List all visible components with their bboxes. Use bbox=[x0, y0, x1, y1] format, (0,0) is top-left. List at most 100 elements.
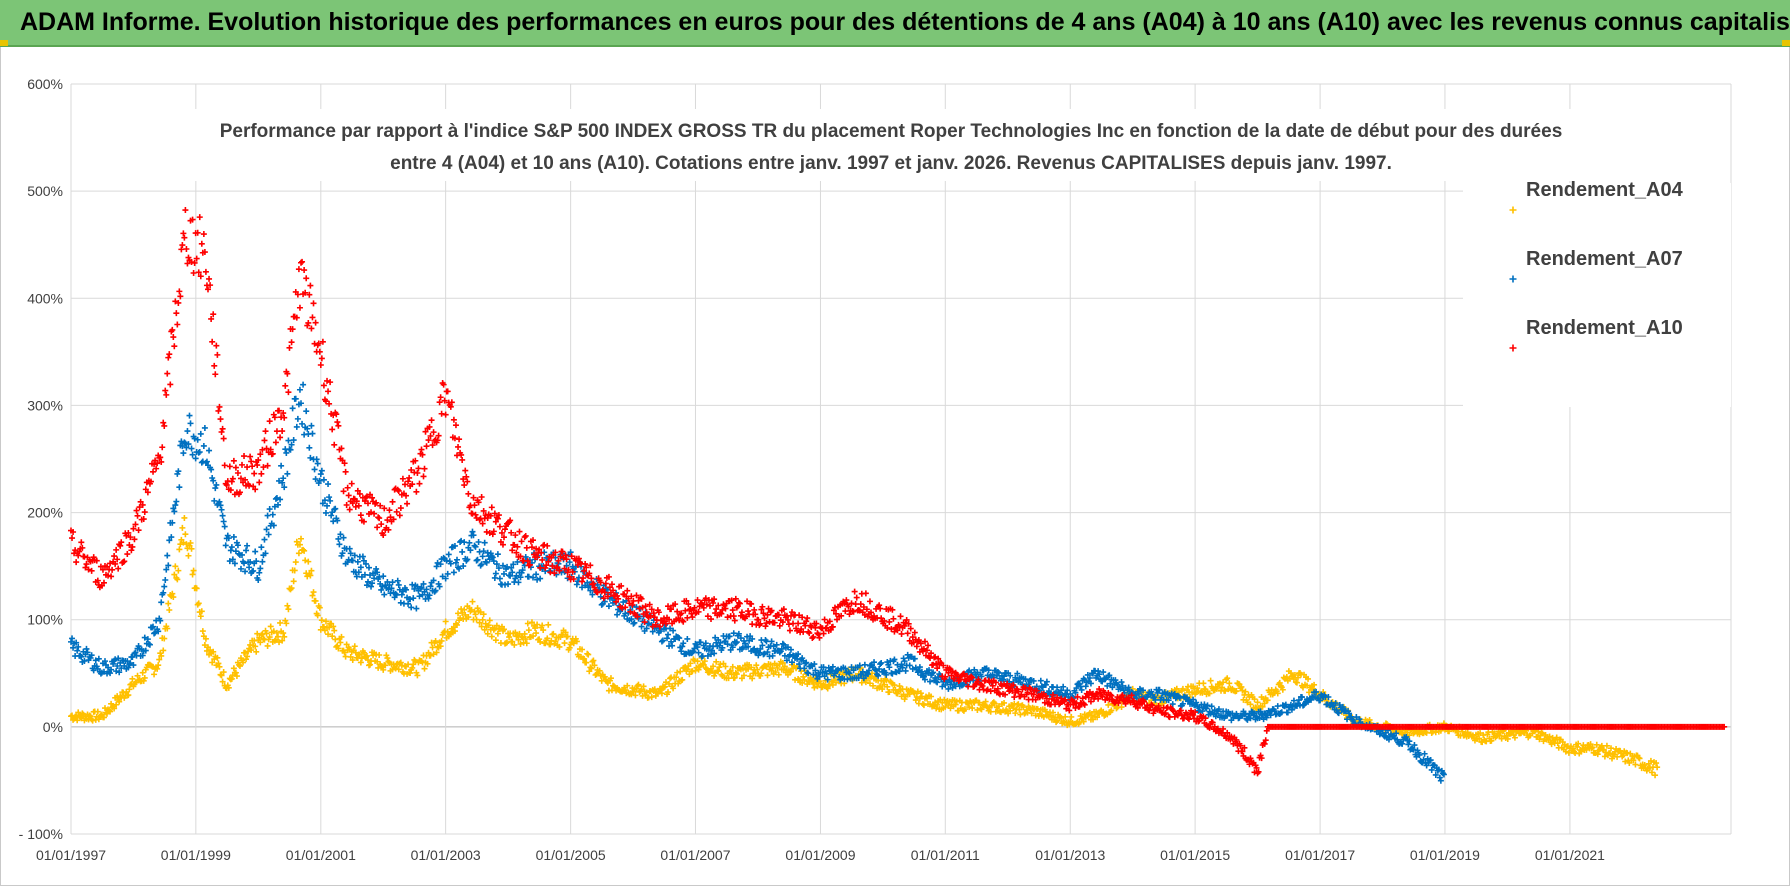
x-tick-label: 01/01/2005 bbox=[536, 847, 606, 863]
data-point bbox=[437, 643, 444, 650]
data-point bbox=[589, 591, 596, 598]
data-point bbox=[1100, 708, 1107, 715]
data-point bbox=[469, 510, 476, 517]
data-point bbox=[428, 417, 435, 424]
data-point bbox=[883, 677, 890, 684]
data-point bbox=[111, 553, 118, 560]
data-point bbox=[640, 683, 647, 690]
data-point bbox=[411, 585, 418, 592]
data-point bbox=[800, 673, 807, 680]
data-point bbox=[454, 621, 461, 628]
data-point bbox=[842, 608, 849, 615]
data-points bbox=[68, 207, 1728, 784]
data-point bbox=[140, 677, 147, 684]
data-point bbox=[480, 548, 487, 555]
data-point bbox=[209, 659, 216, 666]
data-point bbox=[1305, 675, 1312, 682]
data-point bbox=[673, 674, 680, 681]
data-point bbox=[274, 633, 281, 640]
data-point bbox=[522, 532, 529, 539]
data-point bbox=[1215, 681, 1222, 688]
data-point bbox=[151, 671, 158, 678]
data-point bbox=[1040, 713, 1047, 720]
data-point bbox=[472, 611, 479, 618]
data-point bbox=[679, 676, 686, 683]
data-point bbox=[163, 391, 170, 398]
data-point bbox=[340, 488, 347, 495]
data-point bbox=[352, 649, 359, 656]
data-point bbox=[141, 634, 148, 641]
data-point bbox=[1488, 737, 1495, 744]
data-point bbox=[492, 570, 499, 577]
data-point bbox=[226, 558, 233, 565]
data-point bbox=[851, 588, 858, 595]
data-point bbox=[934, 701, 941, 708]
data-point bbox=[216, 663, 223, 670]
data-point bbox=[378, 586, 385, 593]
data-point bbox=[303, 408, 310, 415]
data-point bbox=[113, 701, 120, 708]
data-point bbox=[312, 476, 319, 483]
data-point bbox=[139, 669, 146, 676]
data-point bbox=[435, 432, 442, 439]
data-point bbox=[450, 624, 457, 631]
data-point bbox=[488, 633, 495, 640]
data-point bbox=[216, 498, 223, 505]
data-point bbox=[490, 558, 497, 565]
data-point bbox=[242, 649, 249, 656]
data-point bbox=[75, 709, 82, 716]
data-point bbox=[359, 553, 366, 560]
data-point bbox=[1251, 696, 1258, 703]
data-point bbox=[302, 557, 309, 564]
data-point bbox=[151, 630, 158, 637]
data-point bbox=[314, 612, 321, 619]
data-point bbox=[309, 430, 316, 437]
data-point bbox=[337, 531, 344, 538]
data-point bbox=[601, 598, 608, 605]
data-point bbox=[418, 584, 425, 591]
data-point bbox=[410, 595, 417, 602]
data-point bbox=[700, 661, 707, 668]
data-point bbox=[1054, 717, 1061, 724]
data-point bbox=[185, 441, 192, 448]
data-point bbox=[1511, 734, 1518, 741]
data-point bbox=[380, 666, 387, 673]
data-point bbox=[313, 456, 320, 463]
data-point bbox=[106, 707, 113, 714]
data-point bbox=[821, 616, 828, 623]
data-point bbox=[112, 656, 119, 663]
data-point bbox=[1194, 685, 1201, 692]
data-point bbox=[493, 622, 500, 629]
data-point bbox=[316, 604, 323, 611]
data-point bbox=[461, 606, 468, 613]
data-point bbox=[1293, 679, 1300, 686]
data-point bbox=[215, 407, 222, 414]
data-point bbox=[751, 606, 758, 613]
data-point bbox=[304, 425, 311, 432]
data-point bbox=[814, 683, 821, 690]
data-point bbox=[192, 455, 199, 462]
data-point bbox=[226, 463, 233, 470]
data-point bbox=[403, 586, 410, 593]
data-point bbox=[579, 584, 586, 591]
data-point bbox=[493, 561, 500, 568]
data-point bbox=[203, 647, 210, 654]
data-point bbox=[758, 670, 765, 677]
data-point bbox=[335, 535, 342, 542]
data-point bbox=[468, 606, 475, 613]
data-point bbox=[159, 444, 166, 451]
data-point bbox=[1261, 700, 1268, 707]
data-point bbox=[258, 470, 265, 477]
data-point bbox=[559, 632, 566, 639]
data-point bbox=[301, 267, 308, 274]
data-point bbox=[911, 690, 918, 697]
data-point bbox=[991, 700, 998, 707]
data-point bbox=[341, 649, 348, 656]
data-point bbox=[651, 686, 658, 693]
data-point bbox=[715, 667, 722, 674]
data-point bbox=[73, 639, 80, 646]
data-point bbox=[433, 563, 440, 570]
data-point bbox=[163, 566, 170, 573]
data-point bbox=[461, 482, 468, 489]
data-point bbox=[920, 702, 927, 709]
